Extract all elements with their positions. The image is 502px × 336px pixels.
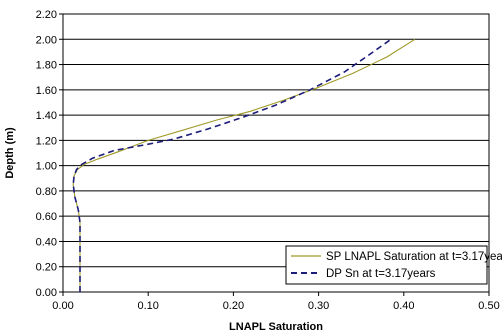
legend-box (285, 245, 488, 285)
y-tick-label: 0.80 (36, 186, 57, 198)
y-tick-label: 2.00 (36, 34, 57, 46)
y-axis-title: Depth (m) (4, 127, 16, 179)
legend-label-sp: SP LNAPL Saturation at t=3.17years (326, 251, 502, 263)
y-tick-label: 0.60 (36, 211, 57, 223)
y-tick-label: 1.00 (36, 161, 57, 173)
y-tick-label: 0.00 (36, 287, 57, 299)
x-tick-label: 0.30 (308, 300, 329, 312)
x-tick-label: 0.40 (393, 300, 414, 312)
x-axis: 0.00 0.10 0.20 0.30 0.40 0.50 (52, 292, 500, 312)
y-tick-label: 1.40 (36, 110, 57, 122)
x-tick-label: 0.10 (137, 300, 158, 312)
x-axis-title: LNAPL Saturation (229, 321, 323, 333)
y-tick-label: 1.60 (36, 85, 57, 97)
plot-area-border (62, 13, 490, 293)
y-tick-label: 1.80 (36, 60, 57, 72)
x-tick-label: 0.50 (478, 300, 499, 312)
y-axis: 0.00 0.20 0.40 0.60 0.80 1.00 1.20 1.40 1.60 1.80… (36, 9, 63, 299)
y-tick-label: 0.40 (36, 236, 57, 248)
legend: SP LNAPL Saturation at t=3.17years DP Sn… (285, 245, 502, 285)
x-tick-label: 0.20 (223, 300, 244, 312)
series-lines (72, 38, 416, 292)
x-tick-label: 0.00 (52, 300, 73, 312)
y-tick-label: 1.20 (36, 135, 57, 147)
legend-label-dp: DP Sn at t=3.17years (326, 268, 436, 280)
series-line-dp (72, 38, 392, 292)
y-tick-label: 0.20 (36, 262, 57, 274)
y-tick-label: 2.20 (36, 9, 57, 21)
gridlines (63, 38, 489, 268)
